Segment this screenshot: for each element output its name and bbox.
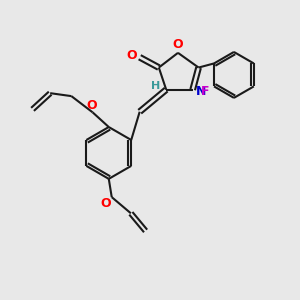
Text: N: N: [196, 85, 206, 98]
Text: H: H: [151, 81, 160, 91]
Text: O: O: [100, 197, 111, 210]
Text: F: F: [201, 85, 209, 98]
Text: O: O: [126, 49, 137, 62]
Text: O: O: [87, 99, 97, 112]
Text: O: O: [172, 38, 183, 51]
